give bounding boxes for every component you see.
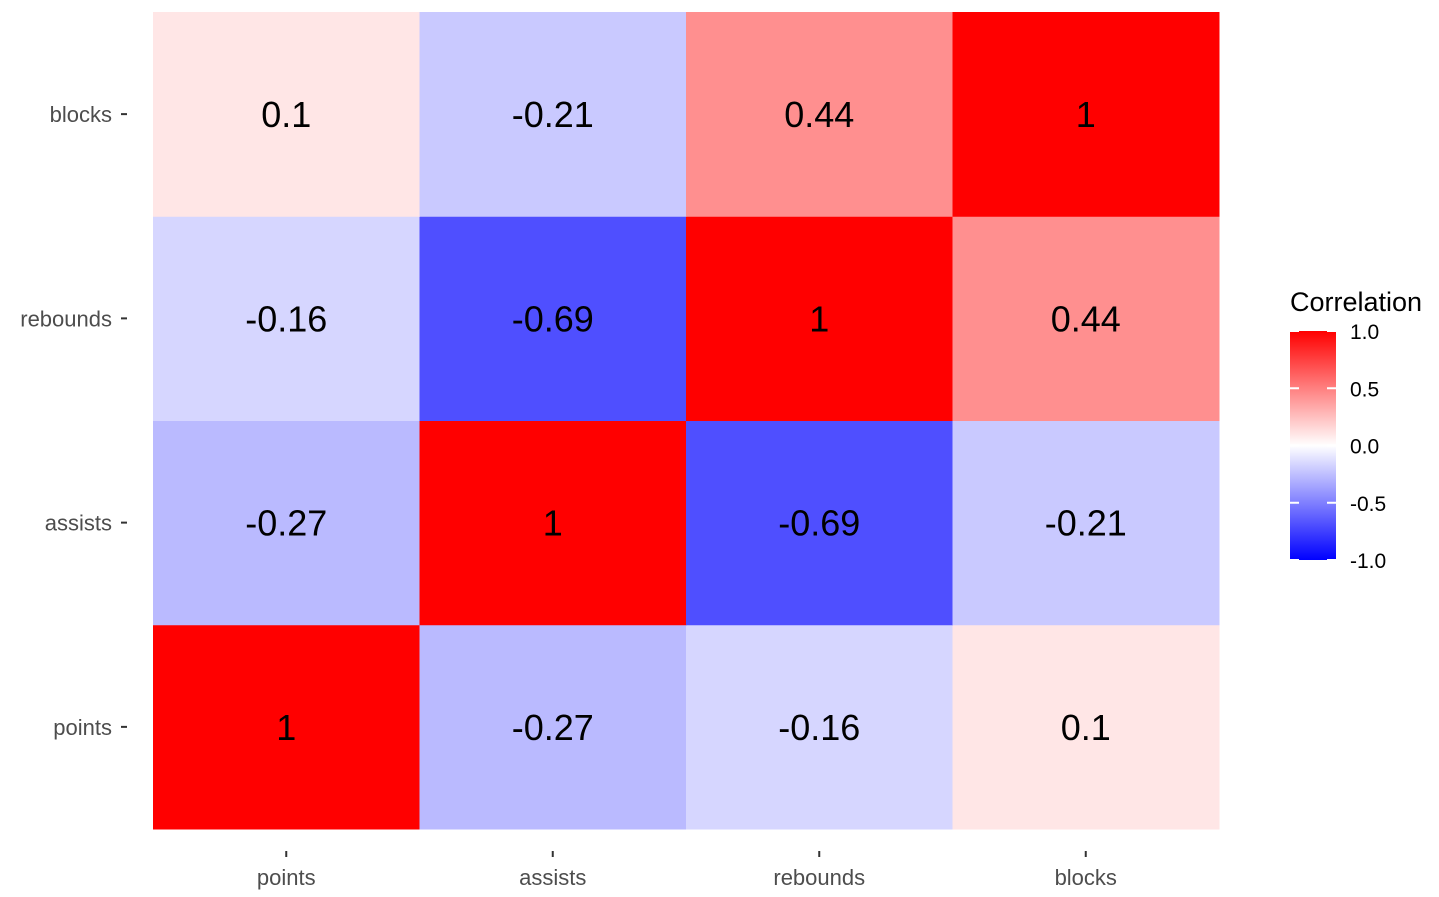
cell-label-rebounds-blocks: 0.44: [1051, 298, 1121, 339]
cell-label-rebounds-points: -0.16: [245, 298, 327, 339]
y-axis: points assists rebounds blocks: [20, 102, 127, 740]
heatmap-cell-points-assists: [419, 624, 687, 830]
y-tick-label-blocks: blocks: [50, 102, 112, 127]
cell-label-assists-points: -0.27: [245, 503, 327, 544]
cell-label-points-assists: -0.27: [512, 707, 594, 748]
cell-label-assists-rebounds: -0.69: [778, 503, 860, 544]
legend-tick-label: 0.0: [1350, 436, 1379, 459]
cell-label-rebounds-rebounds: 1: [809, 298, 829, 339]
heatmap-cell-assists-assists: [419, 420, 687, 626]
heatmap-cell-rebounds-blocks: [952, 216, 1220, 421]
cell-label-assists-blocks: -0.21: [1045, 503, 1127, 544]
heatmap-cell-blocks-rebounds: [686, 12, 953, 217]
cell-label-blocks-assists: -0.21: [512, 94, 594, 135]
legend-title: Correlation: [1290, 287, 1422, 317]
legend-tick-label: -0.5: [1350, 493, 1386, 516]
cell-label-assists-assists: 1: [543, 503, 563, 544]
heatmap-cell-points-blocks: [952, 624, 1220, 830]
cell-label-blocks-blocks: 1: [1076, 94, 1096, 135]
y-tick-label-rebounds: rebounds: [20, 306, 112, 331]
legend-tick-label: 1.0: [1350, 321, 1379, 344]
legend-tick-label: -1.0: [1350, 550, 1386, 573]
heatmap-cell-blocks-assists: [419, 12, 687, 217]
y-tick-label-points: points: [53, 715, 112, 740]
heatmap-cell-rebounds-assists: [419, 216, 687, 421]
x-tick-label-blocks: blocks: [1055, 865, 1117, 890]
heatmap-cell-rebounds-points: [153, 216, 420, 421]
cell-label-points-rebounds: -0.16: [778, 707, 860, 748]
heatmap-cell-blocks-points: [153, 12, 420, 217]
heatmap-cell-assists-points: [153, 420, 420, 626]
heatmap-cell-blocks-blocks: [952, 12, 1220, 217]
x-tick-label-assists: assists: [519, 865, 586, 890]
x-tick-label-rebounds: rebounds: [773, 865, 865, 890]
legend-ticks: 1.0 0.5 0.0 -0.5 -1.0: [1290, 321, 1386, 573]
cell-label-blocks-rebounds: 0.44: [784, 94, 854, 135]
cell-label-points-points: 1: [276, 707, 296, 748]
heatmap-cell-labels: 1 -0.27 -0.16 0.1 -0.27 1 -0.69 -0.21 -0.16 -0.69…: [245, 94, 1127, 748]
heatmap-cell-points-points: [153, 624, 420, 830]
cell-label-points-blocks: 0.1: [1061, 707, 1111, 748]
y-tick-label-assists: assists: [45, 511, 112, 536]
heatmap-cell-rebounds-rebounds: [686, 216, 953, 421]
cell-label-rebounds-assists: -0.69: [512, 298, 594, 339]
heatmap-cell-points-rebounds: [686, 624, 953, 830]
cell-label-blocks-points: 0.1: [261, 94, 311, 135]
legend: Correlation 1.0 0.5 0.0 -0.5 -1.0: [1290, 287, 1422, 573]
legend-tick-label: 0.5: [1350, 378, 1379, 401]
x-tick-label-points: points: [257, 865, 316, 890]
heatmap-cell-assists-rebounds: [686, 420, 953, 626]
heatmap-cell-assists-blocks: [952, 420, 1220, 626]
heatmap-cells: [153, 12, 1220, 830]
x-axis: points assists rebounds blocks: [257, 851, 1117, 890]
